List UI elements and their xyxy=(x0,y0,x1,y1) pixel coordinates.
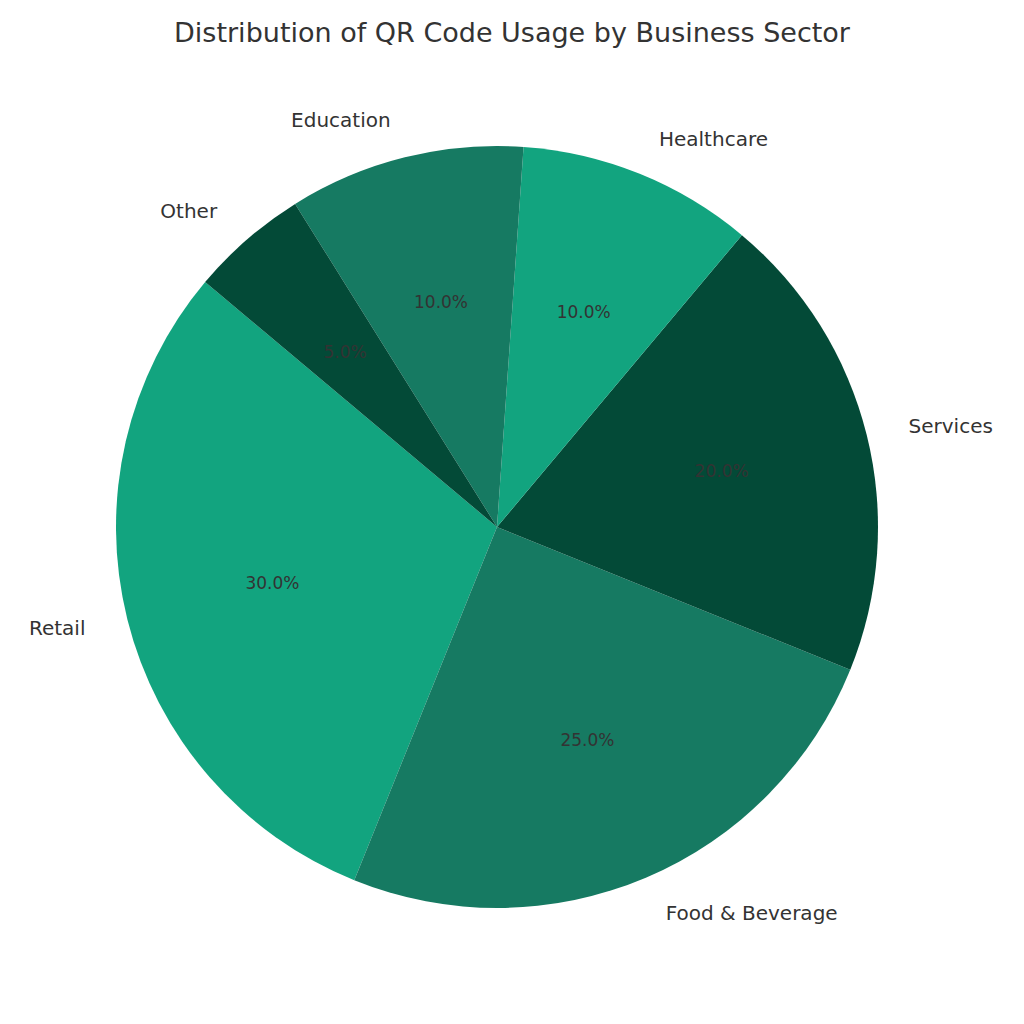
svg-text:10.0%: 10.0% xyxy=(557,302,611,322)
svg-text:Retail: Retail xyxy=(29,616,86,640)
svg-text:5.0%: 5.0% xyxy=(324,342,367,362)
svg-text:Healthcare: Healthcare xyxy=(659,127,768,151)
svg-text:Distribution of QR Code Usage: Distribution of QR Code Usage by Busines… xyxy=(174,17,851,48)
svg-text:Food & Beverage: Food & Beverage xyxy=(666,901,838,925)
svg-text:10.0%: 10.0% xyxy=(414,292,468,312)
svg-text:Other: Other xyxy=(160,199,218,223)
svg-text:25.0%: 25.0% xyxy=(560,730,614,750)
svg-text:20.0%: 20.0% xyxy=(695,461,749,481)
svg-text:Education: Education xyxy=(291,108,391,132)
svg-text:30.0%: 30.0% xyxy=(245,573,299,593)
svg-text:Services: Services xyxy=(909,414,993,438)
